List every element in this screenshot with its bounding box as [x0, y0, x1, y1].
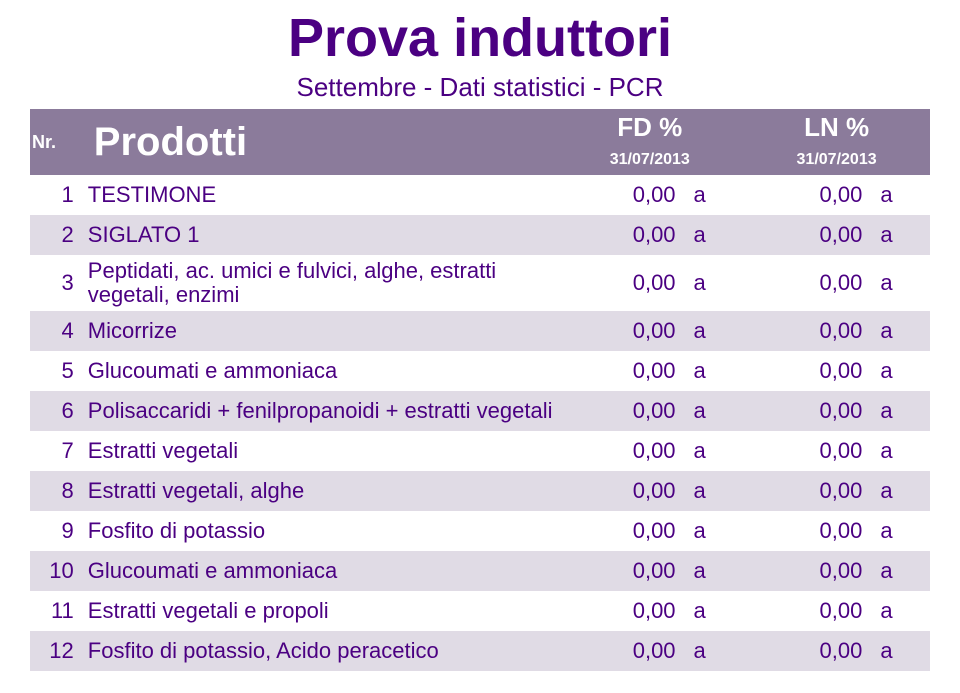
cell-fd-value: 0,00 [556, 471, 685, 511]
table-row: 1TESTIMONE0,00a0,00a [30, 175, 930, 215]
cell-ln-value: 0,00 [743, 431, 872, 471]
cell-product: Glucoumati e ammoniaca [80, 351, 557, 391]
cell-ln-value: 0,00 [743, 511, 872, 551]
col-group-ln: LN % [743, 109, 930, 145]
cell-ln-letter: a [872, 175, 930, 215]
cell-ln-letter: a [872, 255, 930, 311]
cell-fd-letter: a [686, 431, 744, 471]
cell-fd-value: 0,00 [556, 255, 685, 311]
cell-fd-value: 0,00 [556, 351, 685, 391]
cell-product: Estratti vegetali, alghe [80, 471, 557, 511]
table-row: 3Peptidati, ac. umici e fulvici, alghe, … [30, 255, 930, 311]
cell-nr: 8 [30, 471, 80, 511]
cell-ln-value: 0,00 [743, 591, 872, 631]
cell-ln-value: 0,00 [743, 631, 872, 671]
cell-fd-letter: a [686, 215, 744, 255]
cell-nr: 5 [30, 351, 80, 391]
cell-fd-letter: a [686, 511, 744, 551]
cell-ln-letter: a [872, 551, 930, 591]
cell-nr: 12 [30, 631, 80, 671]
table-row: 4Micorrize0,00a0,00a [30, 311, 930, 351]
cell-fd-value: 0,00 [556, 215, 685, 255]
data-table: Nr. Prodotti FD % LN % 31/07/2013 31/07/… [30, 109, 930, 671]
cell-nr: 2 [30, 215, 80, 255]
cell-ln-letter: a [872, 631, 930, 671]
cell-product: Estratti vegetali e propoli [80, 591, 557, 631]
cell-fd-letter: a [686, 255, 744, 311]
cell-ln-value: 0,00 [743, 311, 872, 351]
cell-nr: 10 [30, 551, 80, 591]
slide: Prova induttori Settembre - Dati statist… [0, 0, 960, 693]
cell-ln-letter: a [872, 591, 930, 631]
cell-fd-value: 0,00 [556, 431, 685, 471]
cell-ln-letter: a [872, 431, 930, 471]
cell-ln-value: 0,00 [743, 551, 872, 591]
table-row: 11Estratti vegetali e propoli0,00a0,00a [30, 591, 930, 631]
cell-fd-value: 0,00 [556, 391, 685, 431]
table-row: 6Polisaccaridi + fenilpropanoidi + estra… [30, 391, 930, 431]
page-subtitle: Settembre - Dati statistici - PCR [30, 73, 930, 102]
cell-fd-letter: a [686, 351, 744, 391]
cell-ln-letter: a [872, 311, 930, 351]
cell-product: Glucoumati e ammoniaca [80, 551, 557, 591]
cell-fd-value: 0,00 [556, 631, 685, 671]
col-prod-label: Prodotti [80, 109, 557, 175]
cell-product: Peptidati, ac. umici e fulvici, alghe, e… [80, 255, 557, 311]
cell-product: Estratti vegetali [80, 431, 557, 471]
cell-ln-letter: a [872, 215, 930, 255]
cell-fd-value: 0,00 [556, 591, 685, 631]
table-header: Nr. Prodotti FD % LN % 31/07/2013 31/07/… [30, 109, 930, 175]
col-date-ln: 31/07/2013 [743, 145, 930, 175]
cell-fd-value: 0,00 [556, 511, 685, 551]
cell-fd-value: 0,00 [556, 311, 685, 351]
cell-ln-value: 0,00 [743, 391, 872, 431]
cell-ln-value: 0,00 [743, 215, 872, 255]
cell-nr: 11 [30, 591, 80, 631]
cell-product: Fosfito di potassio, Acido peracetico [80, 631, 557, 671]
table-row: 7Estratti vegetali0,00a0,00a [30, 431, 930, 471]
cell-fd-letter: a [686, 551, 744, 591]
table-row: 5Glucoumati e ammoniaca0,00a0,00a [30, 351, 930, 391]
cell-nr: 1 [30, 175, 80, 215]
cell-nr: 6 [30, 391, 80, 431]
table-body: 1TESTIMONE0,00a0,00a2SIGLATO 10,00a0,00a… [30, 175, 930, 671]
cell-product: Micorrize [80, 311, 557, 351]
col-date-fd: 31/07/2013 [556, 145, 743, 175]
cell-product: Fosfito di potassio [80, 511, 557, 551]
cell-fd-letter: a [686, 391, 744, 431]
cell-fd-letter: a [686, 471, 744, 511]
cell-ln-letter: a [872, 511, 930, 551]
cell-ln-letter: a [872, 471, 930, 511]
page-title: Prova induttori [30, 10, 930, 67]
cell-nr: 4 [30, 311, 80, 351]
cell-fd-value: 0,00 [556, 175, 685, 215]
cell-fd-value: 0,00 [556, 551, 685, 591]
cell-fd-letter: a [686, 311, 744, 351]
col-group-fd: FD % [556, 109, 743, 145]
cell-fd-letter: a [686, 631, 744, 671]
cell-ln-letter: a [872, 391, 930, 431]
cell-ln-value: 0,00 [743, 175, 872, 215]
cell-ln-value: 0,00 [743, 351, 872, 391]
cell-nr: 9 [30, 511, 80, 551]
table-row: 8Estratti vegetali, alghe0,00a0,00a [30, 471, 930, 511]
table-row: 9Fosfito di potassio0,00a0,00a [30, 511, 930, 551]
cell-nr: 3 [30, 255, 80, 311]
table-row: 2SIGLATO 10,00a0,00a [30, 215, 930, 255]
cell-ln-letter: a [872, 351, 930, 391]
cell-fd-letter: a [686, 175, 744, 215]
col-nr-label: Nr. [30, 109, 80, 175]
cell-fd-letter: a [686, 591, 744, 631]
cell-nr: 7 [30, 431, 80, 471]
table-row: 12Fosfito di potassio, Acido peracetico0… [30, 631, 930, 671]
cell-product: SIGLATO 1 [80, 215, 557, 255]
cell-ln-value: 0,00 [743, 255, 872, 311]
cell-product: TESTIMONE [80, 175, 557, 215]
table-row: 10Glucoumati e ammoniaca0,00a0,00a [30, 551, 930, 591]
cell-ln-value: 0,00 [743, 471, 872, 511]
cell-product: Polisaccaridi + fenilpropanoidi + estrat… [80, 391, 557, 431]
